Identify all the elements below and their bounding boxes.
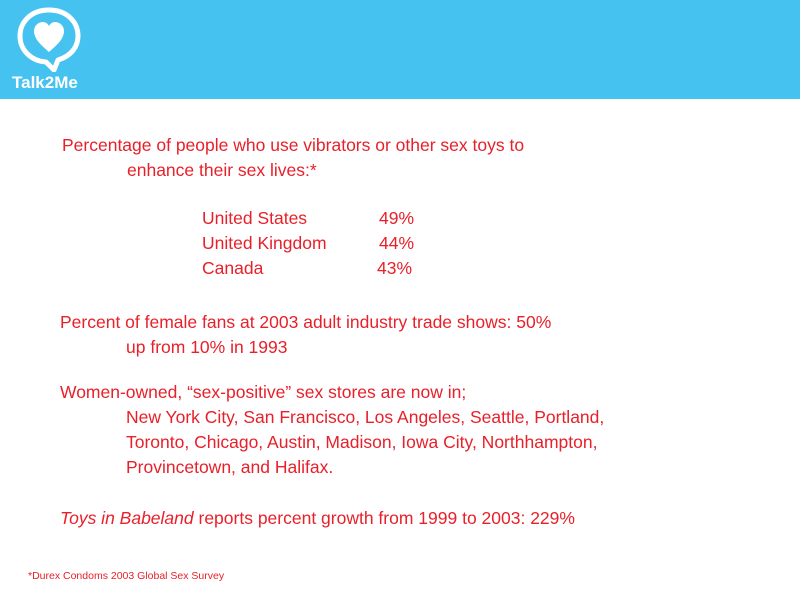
country-percent: 49% <box>379 208 415 228</box>
brand-name: Talk2Me <box>12 73 78 92</box>
female-fans-line1: Percent of female fans at 2003 adult ind… <box>60 312 552 332</box>
stores-cities-line1: New York City, San Francisco, Los Angele… <box>126 407 605 427</box>
female-fans-line2: up from 10% in 1993 <box>126 337 288 357</box>
stores-cities-line3: Provincetown, and Halifax. <box>126 457 334 477</box>
country-name: Canada <box>202 258 264 278</box>
country-name: United States <box>202 208 308 228</box>
babeland-statement: Toys in Babeland reports percent growth … <box>60 508 575 528</box>
stores-intro: Women-owned, “sex-positive” sex stores a… <box>60 382 467 402</box>
toys-heading-line1: Percentage of people who use vibrators o… <box>62 135 525 155</box>
babeland-name: Toys in Babeland <box>60 508 194 528</box>
country-name: United Kingdom <box>202 233 327 253</box>
toys-heading-line2: enhance their sex lives:* <box>127 160 317 180</box>
speech-bubble-heart-icon <box>17 7 81 72</box>
footnote: *Durex Condoms 2003 Global Sex Survey <box>28 570 225 582</box>
stores-cities-line2: Toronto, Chicago, Austin, Madison, Iowa … <box>126 432 598 452</box>
header-banner: Talk2Me <box>0 0 800 99</box>
babeland-text: reports percent growth from 1999 to 2003… <box>193 508 575 528</box>
country-percent: 44% <box>379 233 415 253</box>
country-percent: 43% <box>377 258 413 278</box>
